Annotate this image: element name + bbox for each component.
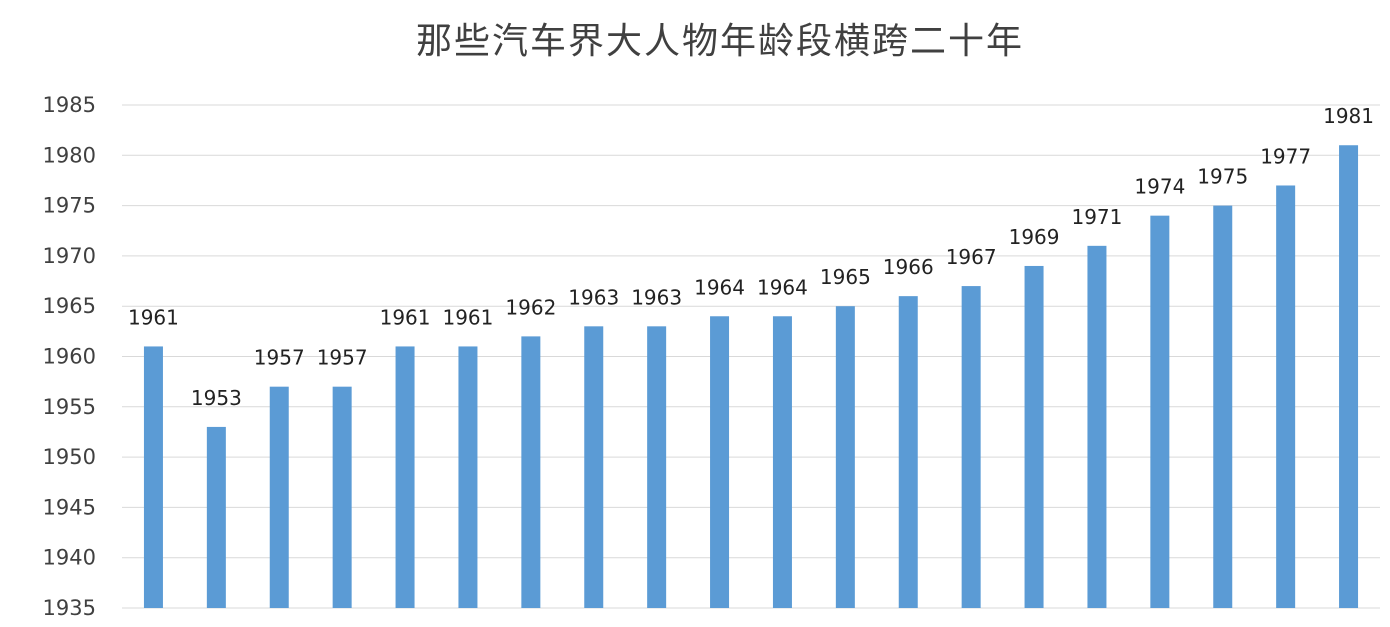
bar (1339, 145, 1359, 609)
bar (206, 426, 226, 608)
data-label: 1964 (757, 275, 808, 299)
y-tick-label: 1985 (43, 93, 96, 117)
data-label: 1963 (631, 285, 682, 309)
bar (395, 346, 415, 608)
data-label: 1971 (1071, 205, 1122, 229)
bar (1150, 215, 1170, 608)
bar (710, 316, 730, 608)
y-tick-label: 1955 (43, 395, 96, 419)
y-tick-label: 1940 (43, 546, 96, 570)
data-label: 1961 (380, 305, 431, 329)
data-label: 1961 (128, 305, 179, 329)
bar (1024, 265, 1044, 608)
y-tick-label: 1965 (43, 294, 96, 318)
data-label: 1967 (946, 245, 997, 269)
data-label: 1966 (883, 255, 934, 279)
bar (584, 326, 604, 608)
data-label: 1981 (1323, 104, 1374, 128)
grid-lines (122, 104, 1380, 609)
bar (332, 386, 352, 608)
data-label: 1953 (191, 386, 242, 410)
bar (961, 286, 981, 608)
bar (1213, 205, 1233, 608)
y-axis-tick-labels: 1935 1940 1945 1950 1955 1960 1965 1970 1975 1980… (43, 93, 96, 620)
bar (772, 316, 792, 608)
data-labels: 1961 1953 1957 1957 1961 1961 1962 1963 1963 1964… (128, 104, 1374, 410)
y-tick-label: 1960 (43, 345, 96, 369)
data-label: 1957 (254, 346, 305, 370)
y-tick-label: 1970 (43, 244, 96, 268)
bar (835, 306, 855, 608)
bar (458, 346, 478, 608)
data-label: 1962 (505, 295, 556, 319)
bar (1276, 185, 1296, 609)
chart-title: 那些汽车界大人物年龄段横跨二十年 (415, 21, 1024, 62)
y-tick-label: 1945 (43, 495, 96, 519)
data-label: 1961 (442, 305, 493, 329)
data-label: 1963 (568, 285, 619, 309)
y-tick-label: 1975 (43, 194, 96, 218)
data-label: 1977 (1260, 144, 1311, 168)
bar (898, 296, 918, 608)
y-tick-label: 1980 (43, 143, 96, 167)
data-label: 1974 (1134, 175, 1185, 199)
y-tick-label: 1935 (43, 596, 96, 620)
bar (647, 326, 667, 608)
data-label: 1975 (1197, 165, 1248, 189)
data-label: 1969 (1009, 225, 1060, 249)
data-label: 1957 (317, 346, 368, 370)
data-label: 1965 (820, 265, 871, 289)
bar (1087, 245, 1107, 608)
bar (143, 346, 163, 608)
data-label: 1964 (694, 275, 745, 299)
bar (521, 336, 541, 608)
bars (143, 145, 1359, 609)
y-tick-label: 1950 (43, 445, 96, 469)
bar (269, 386, 289, 608)
